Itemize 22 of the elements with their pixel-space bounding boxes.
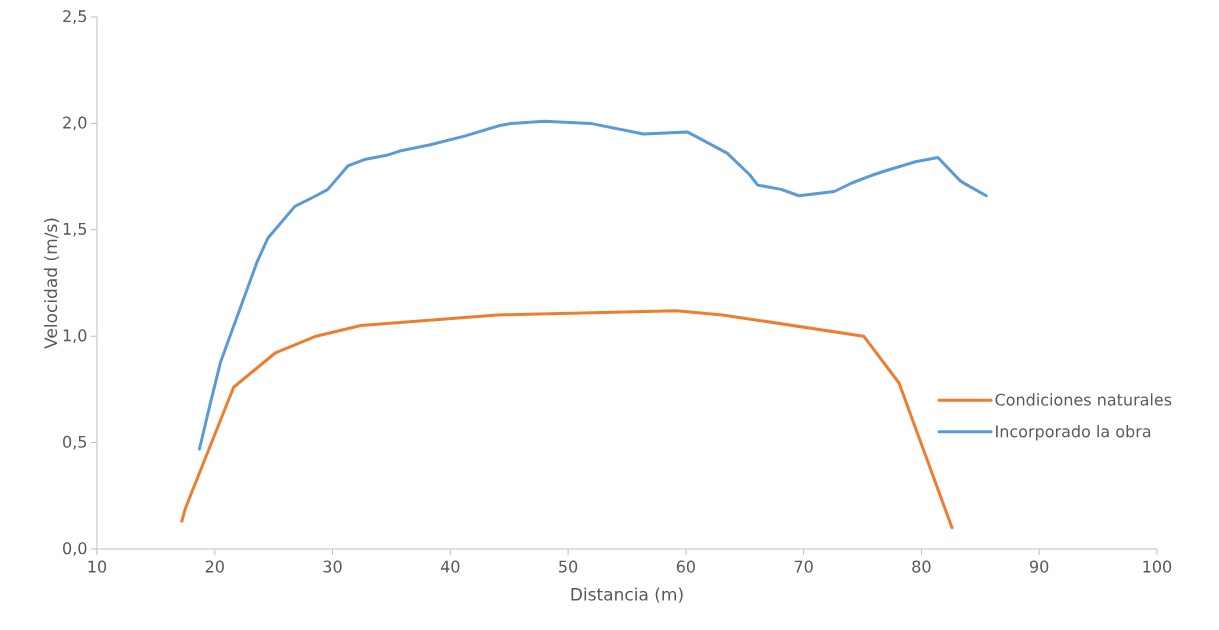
line-series xyxy=(180,309,954,530)
x-tick-label: 60 xyxy=(676,560,695,573)
x-tick-label: 20 xyxy=(205,560,224,573)
y-tick-label: 2,0 xyxy=(63,116,87,131)
y-tick-label: 0,0 xyxy=(63,542,87,556)
x-tick-label: 80 xyxy=(912,560,931,573)
y-tick-label: 1,0 xyxy=(63,329,87,344)
y-tick-label: 2,5 xyxy=(63,10,87,24)
x-tick-label: 100 xyxy=(1143,560,1172,573)
x-tick-label: 30 xyxy=(323,560,342,573)
x-tick-label: 90 xyxy=(1029,560,1049,573)
y-tick-label: 0,5 xyxy=(63,435,87,450)
legend-label: Condiciones naturales xyxy=(995,393,1172,406)
x-tick-label: 70 xyxy=(794,560,813,573)
y-axis-title: Velocidad (m/s) xyxy=(43,218,60,349)
x-axis-title: Distancia (m) xyxy=(571,587,683,603)
legend-label: Incorporado la obra xyxy=(996,425,1151,441)
y-tick-label: 1,5 xyxy=(63,223,87,237)
x-tick-label: 10 xyxy=(88,560,107,573)
x-tick-label: 50 xyxy=(559,560,578,573)
x-tick-label: 40 xyxy=(440,560,460,573)
line-series xyxy=(197,119,988,451)
